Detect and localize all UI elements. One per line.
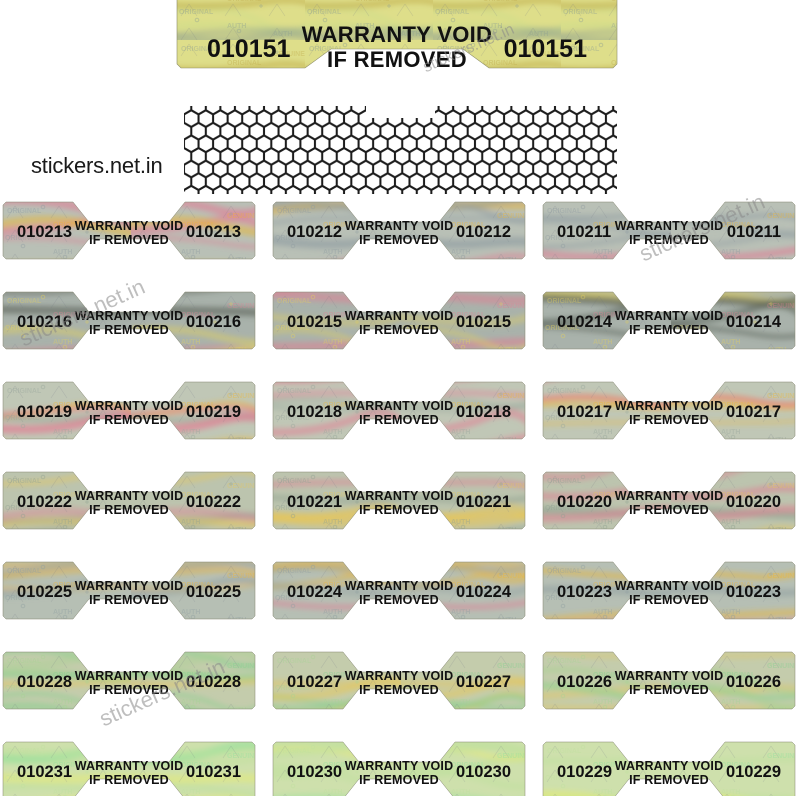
svg-text:WARRANTY VOID: WARRANTY VOID (345, 579, 454, 593)
svg-text:010223: 010223 (726, 583, 781, 601)
svg-text:IF REMOVED: IF REMOVED (359, 683, 439, 697)
svg-text:010217: 010217 (726, 403, 781, 421)
svg-text:IF REMOVED: IF REMOVED (359, 233, 439, 247)
svg-text:010213: 010213 (17, 223, 72, 241)
svg-text:IF REMOVED: IF REMOVED (359, 503, 439, 517)
svg-text:010230: 010230 (287, 763, 342, 781)
svg-text:010227: 010227 (456, 673, 511, 691)
svg-text:010229: 010229 (557, 763, 612, 781)
svg-text:WARRANTY VOID: WARRANTY VOID (615, 399, 724, 413)
svg-text:WARRANTY VOID: WARRANTY VOID (75, 489, 184, 503)
svg-text:WARRANTY VOID: WARRANTY VOID (345, 219, 454, 233)
svg-text:010216: 010216 (186, 313, 241, 331)
svg-text:010230: 010230 (456, 763, 511, 781)
svg-text:010215: 010215 (456, 313, 511, 331)
svg-text:010225: 010225 (186, 583, 241, 601)
svg-text:WARRANTY VOID: WARRANTY VOID (345, 759, 454, 773)
svg-text:WARRANTY VOID: WARRANTY VOID (75, 219, 184, 233)
svg-text:010213: 010213 (186, 223, 241, 241)
svg-text:010223: 010223 (557, 583, 612, 601)
svg-text:010231: 010231 (186, 763, 241, 781)
svg-text:010226: 010226 (557, 673, 612, 691)
svg-text:IF REMOVED: IF REMOVED (629, 593, 709, 607)
svg-text:010219: 010219 (186, 403, 241, 421)
svg-text:010214: 010214 (557, 313, 613, 331)
svg-text:010151: 010151 (207, 35, 291, 63)
svg-text:IF REMOVED: IF REMOVED (359, 593, 439, 607)
svg-text:010231: 010231 (17, 763, 72, 781)
svg-text:WARRANTY VOID: WARRANTY VOID (75, 579, 184, 593)
svg-text:010220: 010220 (726, 493, 781, 511)
svg-text:010228: 010228 (17, 673, 72, 691)
svg-text:IF REMOVED: IF REMOVED (89, 503, 169, 517)
svg-text:WARRANTY VOID: WARRANTY VOID (615, 309, 724, 323)
svg-text:010229: 010229 (726, 763, 781, 781)
svg-text:010224: 010224 (287, 583, 343, 601)
svg-text:010222: 010222 (186, 493, 241, 511)
svg-text:WARRANTY VOID: WARRANTY VOID (615, 579, 724, 593)
svg-text:IF REMOVED: IF REMOVED (629, 413, 709, 427)
svg-text:010215: 010215 (287, 313, 342, 331)
svg-text:IF REMOVED: IF REMOVED (89, 233, 169, 247)
svg-text:WARRANTY VOID: WARRANTY VOID (75, 759, 184, 773)
svg-text:WARRANTY VOID: WARRANTY VOID (345, 489, 454, 503)
svg-text:010218: 010218 (456, 403, 511, 421)
svg-text:IF REMOVED: IF REMOVED (89, 773, 169, 787)
svg-text:010221: 010221 (456, 493, 511, 511)
svg-text:010226: 010226 (726, 673, 781, 691)
svg-text:IF REMOVED: IF REMOVED (629, 323, 709, 337)
svg-text:010214: 010214 (726, 313, 782, 331)
svg-text:010221: 010221 (287, 493, 342, 511)
svg-text:IF REMOVED: IF REMOVED (89, 593, 169, 607)
svg-text:010218: 010218 (287, 403, 342, 421)
svg-text:010222: 010222 (17, 493, 72, 511)
svg-text:010225: 010225 (17, 583, 72, 601)
svg-text:010211: 010211 (557, 223, 611, 241)
svg-text:IF REMOVED: IF REMOVED (89, 413, 169, 427)
svg-text:WARRANTY VOID: WARRANTY VOID (615, 489, 724, 503)
svg-text:IF REMOVED: IF REMOVED (629, 683, 709, 697)
svg-text:010212: 010212 (287, 223, 342, 241)
svg-text:IF REMOVED: IF REMOVED (629, 503, 709, 517)
svg-text:010217: 010217 (557, 403, 612, 421)
svg-text:IF REMOVED: IF REMOVED (629, 773, 709, 787)
svg-text:WARRANTY VOID: WARRANTY VOID (345, 399, 454, 413)
svg-text:WARRANTY VOID: WARRANTY VOID (345, 669, 454, 683)
svg-text:010212: 010212 (456, 223, 511, 241)
svg-text:IF REMOVED: IF REMOVED (89, 323, 169, 337)
svg-text:IF REMOVED: IF REMOVED (359, 413, 439, 427)
svg-text:WARRANTY VOID: WARRANTY VOID (615, 669, 724, 683)
svg-text:010219: 010219 (17, 403, 72, 421)
svg-text:010151: 010151 (504, 35, 588, 63)
svg-text:IF REMOVED: IF REMOVED (359, 773, 439, 787)
svg-text:010224: 010224 (456, 583, 512, 601)
svg-text:WARRANTY VOID: WARRANTY VOID (345, 309, 454, 323)
svg-text:010220: 010220 (557, 493, 612, 511)
svg-text:WARRANTY VOID: WARRANTY VOID (615, 759, 724, 773)
svg-text:WARRANTY VOID: WARRANTY VOID (75, 399, 184, 413)
svg-text:IF REMOVED: IF REMOVED (359, 323, 439, 337)
svg-text:010227: 010227 (287, 673, 342, 691)
